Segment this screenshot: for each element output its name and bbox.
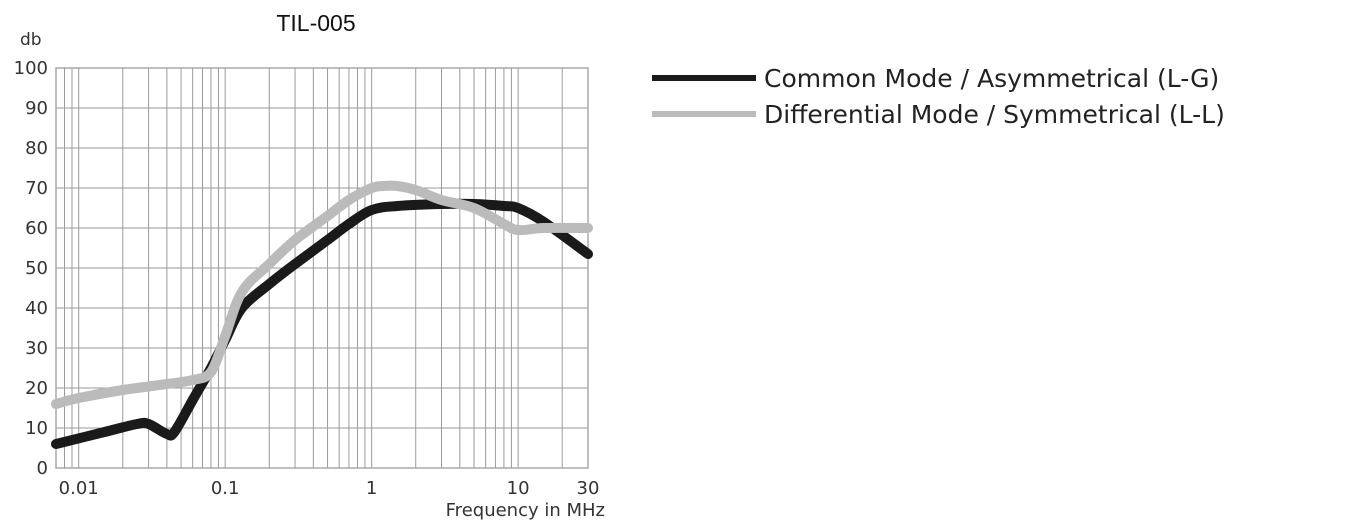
y-axis-label: db (20, 30, 42, 50)
legend-swatch-common-mode (652, 75, 756, 81)
tick-labels: 0 10 20 30 40 50 60 70 80 90 100 0.01 0.1 1 10 30 (14, 58, 600, 499)
y-tick-label: 0 (37, 458, 48, 479)
legend-label-differential-mode: Differential Mode / Symmetrical (L-L) (764, 99, 1225, 129)
legend-item-common-mode: Common Mode / Asymmetrical (L-G) (652, 60, 1225, 96)
y-tick-label: 90 (25, 98, 48, 119)
y-tick-label: 20 (25, 378, 48, 399)
y-tick-label: 100 (14, 58, 48, 79)
x-tick-label: 10 (507, 478, 530, 499)
legend-label-common-mode: Common Mode / Asymmetrical (L-G) (764, 63, 1220, 93)
legend: Common Mode / Asymmetrical (L-G) Differe… (652, 60, 1225, 132)
series-line-differential-mode (51, 180, 593, 409)
y-tick-label: 30 (25, 338, 48, 359)
y-tick-label: 60 (25, 218, 48, 239)
x-tick-label: 0.01 (59, 478, 99, 499)
y-tick-label: 80 (25, 138, 48, 159)
chart-title: TIL-005 (276, 10, 355, 36)
x-axis-label: Frequency in MHz (446, 500, 605, 521)
grid (55, 67, 589, 469)
legend-swatch-differential-mode (652, 111, 756, 117)
x-tick-label: 0.1 (211, 478, 240, 499)
series-line-common-mode (51, 198, 593, 449)
legend-item-differential-mode: Differential Mode / Symmetrical (L-L) (652, 96, 1225, 132)
series-layer (51, 180, 593, 449)
y-tick-label: 50 (25, 258, 48, 279)
x-tick-label: 30 (577, 478, 600, 499)
y-tick-label: 10 (25, 418, 48, 439)
y-tick-label: 70 (25, 178, 48, 199)
y-tick-label: 40 (25, 298, 48, 319)
x-tick-label: 1 (366, 478, 377, 499)
